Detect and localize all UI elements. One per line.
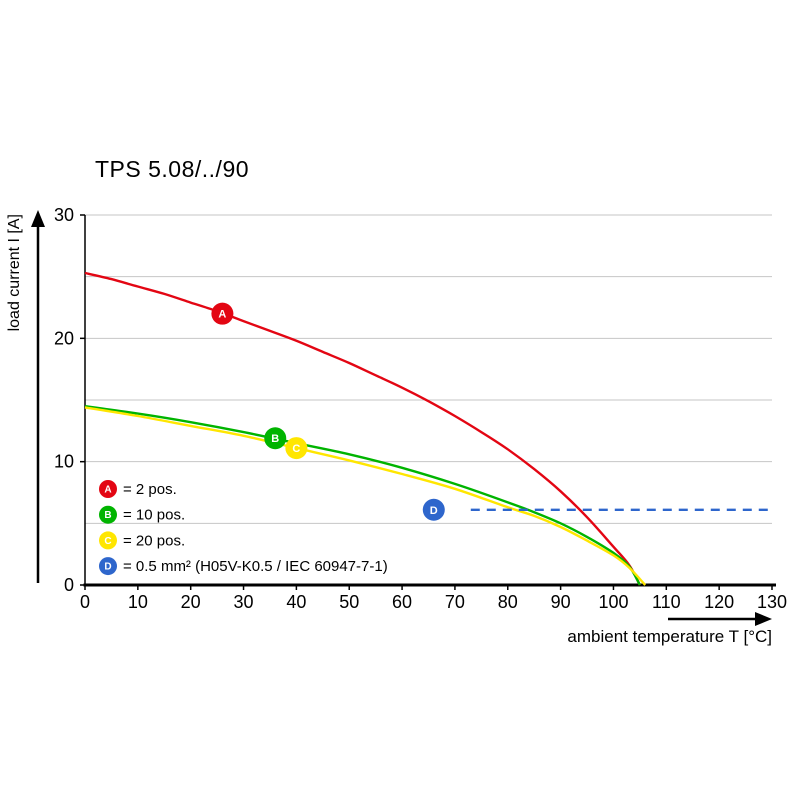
y-tick-label: 10 [54, 452, 74, 472]
curve-B [84, 405, 641, 586]
x-tick-label: 40 [286, 592, 306, 612]
curve-marker-letter-C: C [292, 443, 300, 455]
legend-item-B: B = 10 pos. [99, 505, 185, 524]
curve-marker-D [422, 498, 445, 521]
legend-label-A: = 2 pos. [123, 481, 177, 498]
legend-label-B: = 10 pos. [123, 507, 185, 524]
legend-item-C: C = 20 pos. [99, 531, 185, 550]
x-tick-label: 90 [551, 592, 571, 612]
y-tick-label: 30 [54, 205, 74, 225]
x-tick-label: 120 [704, 592, 734, 612]
x-tick-label: 0 [80, 592, 90, 612]
legend-label-C: = 20 pos. [123, 532, 185, 549]
curve-marker-B [264, 427, 287, 450]
x-tick-label: 110 [652, 592, 681, 612]
curve-marker-A [211, 302, 234, 325]
legend-label-D: = 0.5 mm² (H05V-K0.5 / IEC 60947-7-1) [123, 558, 388, 575]
legend-letter-B: B [104, 510, 111, 521]
legend-item-D: D = 0.5 mm² (H05V-K0.5 / IEC 60947-7-1) [99, 557, 388, 576]
curve-marker-C [285, 437, 308, 460]
curve-marker-letter-B: B [271, 433, 279, 445]
legend-letter-C: C [104, 536, 111, 547]
chart-title: TPS 5.08/../90 [95, 156, 250, 182]
x-tick-label: 60 [392, 592, 412, 612]
x-tick-label: 70 [445, 592, 465, 612]
legend-letter-D: D [104, 562, 111, 573]
x-axis-arrow-head-icon [755, 612, 772, 626]
legend-letter-A: A [104, 485, 111, 496]
x-tick-label: 10 [128, 592, 148, 612]
x-tick-label: 130 [757, 592, 787, 612]
y-axis-arrow-head-icon [31, 210, 45, 227]
legend-marker-C [99, 531, 117, 550]
curve-marker-letter-A: A [218, 309, 226, 321]
x-axis-label: ambient temperature T [°C] [567, 627, 772, 646]
legend-item-A: A = 2 pos. [99, 480, 177, 498]
x-tick-label: 30 [234, 592, 254, 612]
y-tick-label: 20 [54, 328, 74, 348]
curve-A [84, 271, 641, 586]
x-tick-label: 80 [498, 592, 518, 612]
x-tick-label: 100 [598, 592, 628, 612]
x-tick-label: 20 [181, 592, 201, 612]
curve-C [84, 406, 647, 586]
legend-marker-A [99, 480, 117, 498]
legend-marker-D [99, 557, 117, 576]
legend-marker-B [99, 505, 117, 524]
curve-marker-letter-D: D [430, 505, 438, 517]
y-tick-label: 0 [64, 575, 74, 595]
x-tick-label: 50 [339, 592, 359, 612]
